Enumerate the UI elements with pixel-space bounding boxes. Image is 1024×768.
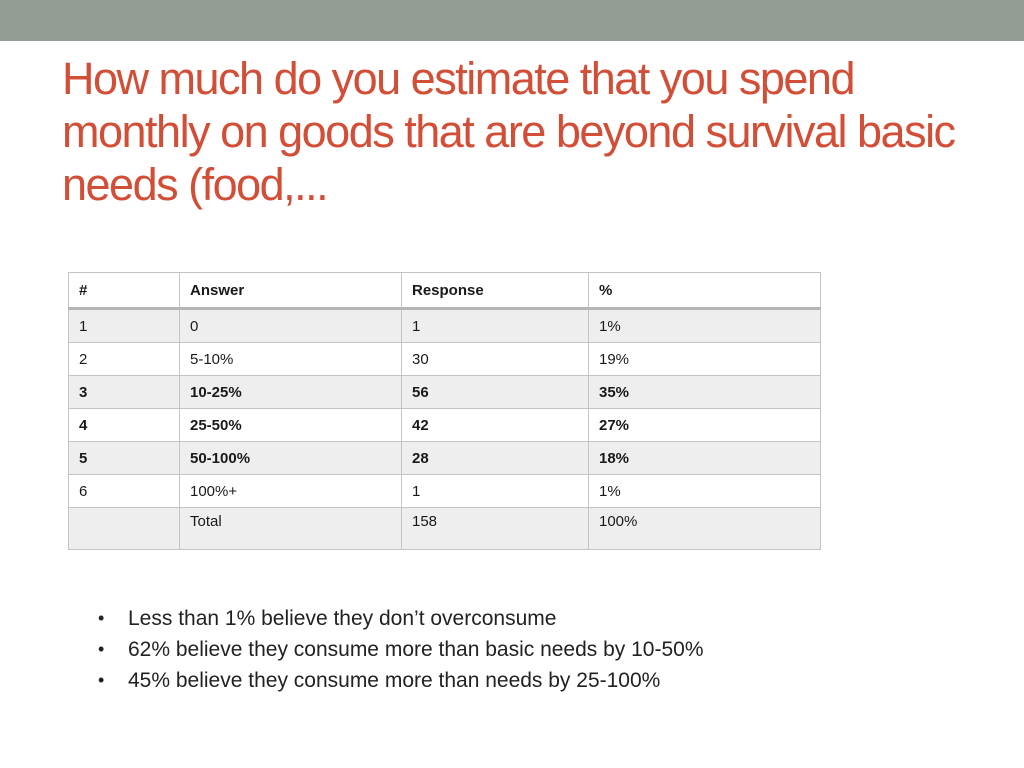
table-row: 4 25-50% 42 27% (68, 408, 821, 442)
column-header-response: Response (401, 272, 589, 310)
cell-total-label: Total (179, 507, 402, 550)
column-header-answer: Answer (179, 272, 402, 310)
results-table-container: # Answer Response % 1 0 1 1% 2 5-10% 30 (68, 272, 821, 550)
cell-response: 1 (401, 474, 589, 508)
table-row: 3 10-25% 56 35% (68, 375, 821, 409)
slide-title: How much do you estimate that you spend … (62, 53, 956, 210)
cell-percent: 1% (588, 474, 821, 508)
table-row: 6 100%+ 1 1% (68, 474, 821, 508)
table-body: 1 0 1 1% 2 5-10% 30 19% 3 10-25% 56 35% (68, 308, 821, 550)
cell-percent: 1% (588, 308, 821, 343)
bullet-text: Less than 1% believe they don’t overcons… (128, 607, 557, 630)
cell-percent: 19% (588, 342, 821, 376)
table-row: 1 0 1 1% (68, 308, 821, 343)
cell-total-percent: 100% (588, 507, 821, 550)
cell-answer: 10-25% (179, 375, 402, 409)
cell-number (68, 507, 180, 550)
cell-answer: 25-50% (179, 408, 402, 442)
bullet-dot-icon: • (98, 639, 105, 659)
cell-number: 1 (68, 308, 180, 343)
cell-answer: 100%+ (179, 474, 402, 508)
bullet-item: • 45% believe they consume more than nee… (98, 665, 704, 696)
cell-response: 30 (401, 342, 589, 376)
cell-response: 28 (401, 441, 589, 475)
cell-answer: 0 (179, 308, 402, 343)
cell-number: 6 (68, 474, 180, 508)
cell-number: 4 (68, 408, 180, 442)
summary-bullet-list: • Less than 1% believe they don’t overco… (98, 603, 704, 696)
cell-number: 3 (68, 375, 180, 409)
cell-response: 1 (401, 308, 589, 343)
cell-percent: 35% (588, 375, 821, 409)
bullet-text: 62% believe they consume more than basic… (128, 638, 704, 661)
column-header-percent: % (588, 272, 821, 310)
cell-total-response: 158 (401, 507, 589, 550)
table-row: 2 5-10% 30 19% (68, 342, 821, 376)
top-accent-bar (0, 0, 1024, 41)
cell-answer: 5-10% (179, 342, 402, 376)
cell-response: 42 (401, 408, 589, 442)
cell-percent: 27% (588, 408, 821, 442)
bullet-text: 45% believe they consume more than needs… (128, 669, 661, 692)
column-header-number: # (68, 272, 180, 310)
bullet-item: • Less than 1% believe they don’t overco… (98, 603, 704, 634)
cell-answer: 50-100% (179, 441, 402, 475)
table-total-row: Total 158 100% (68, 507, 821, 550)
table-row: 5 50-100% 28 18% (68, 441, 821, 475)
bullet-dot-icon: • (98, 608, 105, 628)
cell-number: 2 (68, 342, 180, 376)
cell-response: 56 (401, 375, 589, 409)
results-table: # Answer Response % 1 0 1 1% 2 5-10% 30 (68, 272, 821, 550)
cell-percent: 18% (588, 441, 821, 475)
cell-number: 5 (68, 441, 180, 475)
bullet-item: • 62% believe they consume more than bas… (98, 634, 704, 665)
bullet-dot-icon: • (98, 670, 105, 690)
table-header-row: # Answer Response % (68, 272, 821, 310)
